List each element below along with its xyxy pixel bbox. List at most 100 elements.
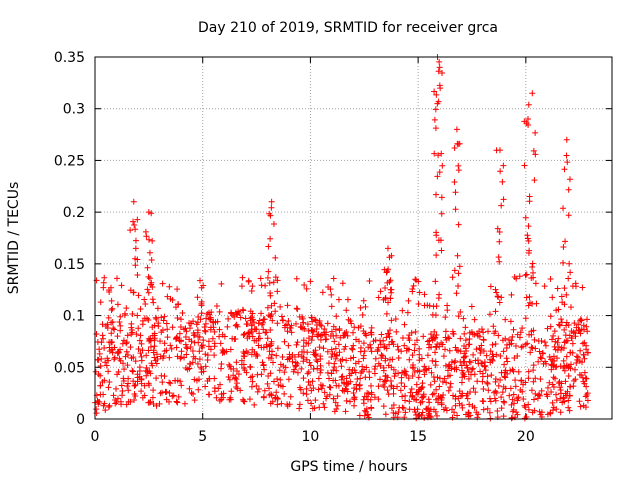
- data-point: [508, 291, 515, 298]
- data-point: [383, 334, 390, 341]
- data-point: [285, 376, 292, 383]
- data-point: [310, 328, 317, 335]
- data-point: [436, 169, 443, 176]
- data-point: [133, 331, 140, 338]
- data-point: [500, 413, 507, 420]
- data-point: [436, 343, 443, 350]
- data-point: [433, 331, 440, 338]
- data-point: [186, 336, 193, 343]
- data-point: [251, 401, 258, 408]
- data-point: [168, 345, 175, 352]
- data-point: [563, 353, 570, 360]
- data-point: [522, 214, 529, 221]
- data-point: [149, 362, 156, 369]
- data-point: [112, 400, 119, 407]
- data-point: [345, 316, 352, 323]
- data-point: [451, 179, 458, 186]
- data-point: [539, 350, 546, 357]
- data-point: [571, 366, 578, 373]
- data-point: [241, 331, 248, 338]
- data-point: [453, 126, 460, 133]
- data-point: [150, 401, 157, 408]
- data-point: [433, 191, 440, 198]
- data-point: [344, 388, 351, 395]
- data-point: [375, 396, 382, 403]
- data-point: [269, 317, 276, 324]
- data-point: [134, 256, 141, 263]
- data-point: [248, 322, 255, 329]
- data-point: [203, 315, 210, 322]
- data-point: [366, 368, 373, 375]
- data-point: [499, 389, 506, 396]
- data-point: [440, 353, 447, 360]
- data-point: [150, 299, 157, 306]
- data-point: [341, 346, 348, 353]
- data-point: [360, 297, 367, 304]
- data-point: [443, 337, 450, 344]
- data-point: [150, 349, 157, 356]
- data-point: [386, 356, 393, 363]
- data-point: [547, 323, 554, 330]
- data-point: [105, 368, 112, 375]
- data-point: [368, 391, 375, 398]
- data-point: [351, 395, 358, 402]
- data-point: [344, 381, 351, 388]
- data-point: [351, 394, 358, 401]
- data-point: [119, 360, 126, 367]
- data-point: [233, 359, 240, 366]
- data-point: [321, 404, 328, 411]
- data-point: [378, 352, 385, 359]
- data-point: [432, 106, 439, 113]
- data-point: [395, 370, 402, 377]
- data-point: [549, 399, 556, 406]
- data-point: [453, 290, 460, 297]
- data-point: [464, 365, 471, 372]
- data-point: [498, 394, 505, 401]
- data-point: [256, 317, 263, 324]
- data-point: [265, 354, 272, 361]
- data-point: [207, 314, 214, 321]
- data-point: [194, 327, 201, 334]
- data-point: [583, 346, 590, 353]
- data-point: [351, 402, 358, 409]
- data-point: [175, 393, 182, 400]
- data-point: [245, 330, 252, 337]
- data-point: [558, 316, 565, 323]
- data-point: [153, 360, 160, 367]
- data-point: [504, 358, 511, 365]
- data-point: [521, 415, 528, 422]
- data-point: [334, 393, 341, 400]
- data-point: [130, 289, 137, 296]
- data-point: [397, 387, 404, 394]
- data-point: [296, 405, 303, 412]
- data-point: [319, 382, 326, 389]
- data-point: [509, 414, 516, 421]
- data-point: [249, 283, 256, 290]
- data-point: [293, 305, 300, 312]
- data-point: [216, 308, 223, 315]
- data-point: [153, 351, 160, 358]
- data-point: [560, 259, 567, 266]
- data-point: [244, 335, 251, 342]
- data-point: [330, 275, 337, 282]
- data-point: [449, 274, 456, 281]
- data-point: [307, 382, 314, 389]
- data-point: [106, 344, 113, 351]
- data-point: [350, 390, 357, 397]
- data-point: [265, 372, 272, 379]
- data-point: [446, 347, 453, 354]
- data-point: [304, 397, 311, 404]
- data-point: [511, 400, 518, 407]
- data-point: [401, 342, 408, 349]
- data-point: [388, 289, 395, 296]
- data-point: [573, 360, 580, 367]
- data-point: [274, 288, 281, 295]
- data-point: [487, 415, 494, 422]
- data-point: [163, 347, 170, 354]
- data-point: [132, 358, 139, 365]
- data-point: [260, 394, 267, 401]
- data-point: [402, 409, 409, 416]
- data-point: [561, 326, 568, 333]
- data-point: [323, 395, 330, 402]
